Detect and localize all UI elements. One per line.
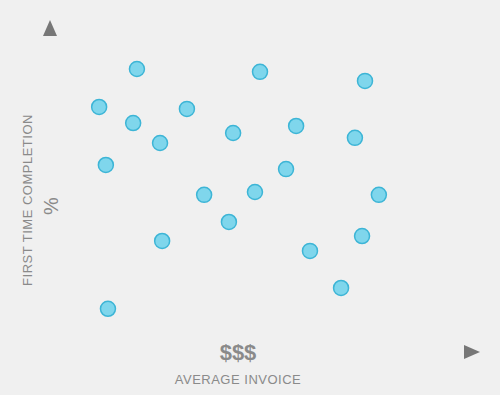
svg-text:%: % <box>40 197 62 215</box>
svg-text:AVERAGE INVOICE: AVERAGE INVOICE <box>175 372 301 387</box>
svg-text:FIRST TIME COMPLETION: FIRST TIME COMPLETION <box>20 114 35 286</box>
svg-text:$$$: $$$ <box>220 340 257 365</box>
